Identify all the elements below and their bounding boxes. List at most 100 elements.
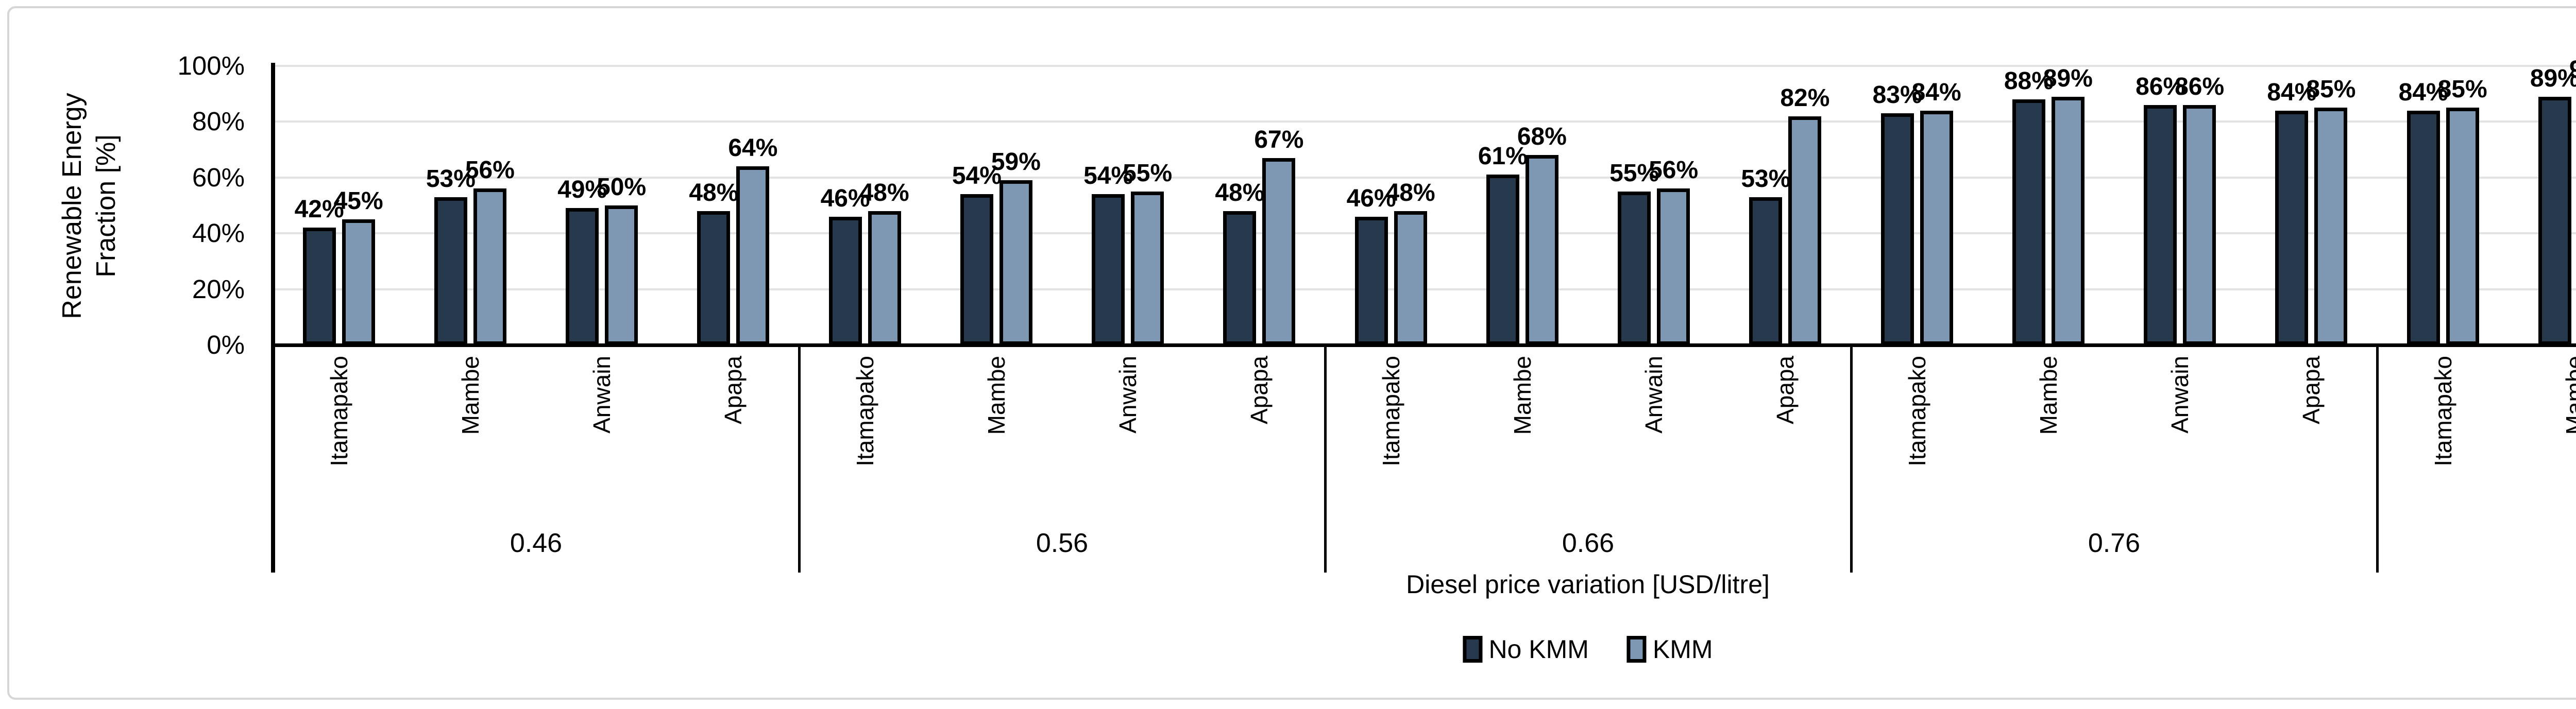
group-label: 0.56 (1036, 528, 1089, 558)
bar-value-label: 56% (465, 157, 515, 184)
bar-value-label: 55% (1123, 159, 1173, 187)
bar-value-label: 84% (2267, 78, 2317, 106)
bar-value-label: 55% (1609, 159, 1659, 187)
bar-no-kmm (302, 228, 336, 345)
gridline-80 (273, 120, 2576, 123)
bar-no-kmm (434, 197, 467, 345)
y-tick-label: 80% (192, 107, 245, 136)
bar-value-label: 48% (1215, 179, 1265, 206)
bar-value-label: 82% (1780, 84, 1830, 112)
legend-label: KMM (1652, 635, 1713, 664)
legend-item-kmm: KMM (1626, 634, 1713, 664)
bar-value-label: 61% (1478, 143, 1528, 170)
category-label: Itamapako (1377, 356, 1404, 466)
y-tick-label: 60% (192, 162, 245, 192)
bar-kmm (868, 211, 901, 345)
group-separator (1850, 345, 1853, 573)
y-tick-label: 100% (177, 51, 245, 80)
bar-value-label: 59% (991, 148, 1041, 176)
bar-no-kmm (960, 194, 993, 345)
bar-value-label: 50% (597, 174, 647, 201)
category-label: Itamapako (2429, 356, 2456, 466)
bar-kmm (2314, 108, 2348, 345)
y-axis-line (271, 63, 275, 573)
category-label: Apapa (1772, 356, 1799, 425)
legend-swatch-no-kmm (1463, 636, 1483, 663)
category-label: Mambe (456, 356, 484, 435)
bar-kmm (1525, 155, 1558, 345)
bar-kmm (736, 166, 770, 345)
bar-value-label: 84% (2398, 78, 2448, 106)
legend-item-no-kmm: No KMM (1463, 634, 1589, 664)
legend-label: No KMM (1488, 635, 1589, 664)
category-label: Mambe (2035, 356, 2062, 435)
bar-value-label: 49% (557, 176, 607, 204)
bar-value-label: 42% (294, 196, 344, 223)
bar-value-label: 54% (1083, 162, 1133, 190)
category-label: Mambe (2561, 356, 2576, 435)
bar-no-kmm (828, 216, 862, 345)
group-label: 0.76 (2088, 528, 2141, 558)
bar-kmm (1788, 116, 1822, 345)
category-label: Anwain (2166, 356, 2194, 434)
legend: No KMM KMM (1463, 634, 1713, 664)
bar-kmm (1394, 211, 1427, 345)
x-axis-baseline (271, 343, 2576, 347)
bar-value-label: 48% (859, 179, 909, 206)
bar-no-kmm (1354, 216, 1388, 345)
bar-kmm (342, 219, 375, 345)
category-label: Itamapako (325, 356, 352, 466)
bar-value-label: 64% (728, 134, 778, 162)
bar-value-label: 86% (2175, 73, 2225, 100)
group-label: 0.86 (2537, 529, 2576, 557)
bar-kmm (1657, 188, 1690, 345)
group-separator (798, 345, 801, 573)
bar-value-label: 85% (2306, 76, 2356, 103)
group-label: 0.46 (510, 528, 563, 558)
category-label: Anwain (588, 356, 616, 434)
bar-kmm (999, 180, 1032, 345)
bar-value-label: 89% (2043, 64, 2093, 92)
group-separator (2376, 345, 2379, 573)
y-tick-label: 40% (192, 218, 245, 248)
bar-no-kmm (2275, 110, 2309, 345)
bar-value-label: 54% (952, 162, 1002, 190)
bar-no-kmm (566, 208, 599, 345)
category-label: Anwain (1114, 356, 1142, 434)
bar-value-label: 46% (1346, 184, 1396, 212)
bar-no-kmm (2538, 96, 2571, 345)
category-label: Mambe (982, 356, 1010, 435)
bar-kmm (2183, 105, 2216, 345)
bar-no-kmm (1223, 211, 1257, 345)
group-label: 0.66 (1562, 528, 1615, 558)
bar-value-label: 84% (1911, 78, 1961, 106)
bar-kmm (1262, 158, 1296, 345)
bar-value-label: 86% (2136, 73, 2185, 100)
bar-kmm (2051, 96, 2084, 345)
category-label: Itamapako (1903, 356, 1930, 466)
bar-value-label: 56% (1649, 157, 1699, 184)
y-tick-label: 20% (192, 274, 245, 304)
bar-no-kmm (1749, 197, 1783, 345)
bar-value-label: 53% (1741, 165, 1791, 193)
bar-value-label: 48% (689, 179, 739, 206)
bar-no-kmm (2012, 99, 2045, 345)
category-label: Itamapako (851, 356, 878, 466)
y-tick-label: 0% (207, 330, 245, 359)
bar-kmm (1131, 191, 1164, 345)
bar-kmm (1920, 110, 1953, 345)
bar-no-kmm (697, 211, 731, 345)
bar-no-kmm (1092, 194, 1125, 345)
bar-value-label: 92% (2569, 57, 2576, 83)
gridline-100 (273, 65, 2576, 67)
bar-value-label: 68% (1517, 123, 1567, 151)
category-label: Apapa (2298, 356, 2325, 425)
bar-value-label: 45% (333, 187, 383, 215)
bar-value-label: 89% (2530, 64, 2576, 92)
bar-no-kmm (1880, 113, 1914, 345)
category-label: Apapa (720, 356, 747, 425)
category-label: Anwain (1640, 356, 1668, 434)
bar-kmm (2446, 108, 2479, 345)
bar-value-label: 46% (820, 184, 870, 212)
